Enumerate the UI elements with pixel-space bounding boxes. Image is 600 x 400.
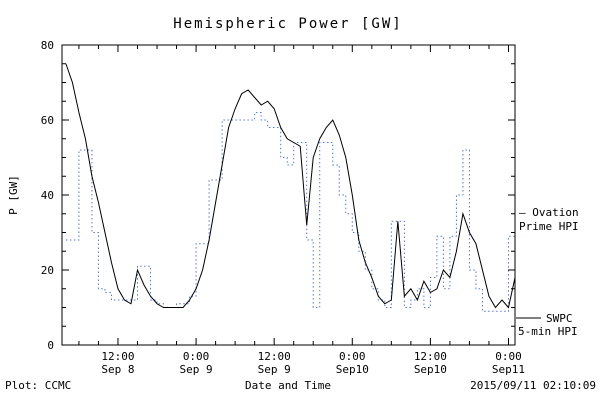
- x-axis-label: Date and Time: [245, 379, 331, 392]
- y-tick-label: 20: [41, 264, 54, 277]
- y-axis-label: P [GW]: [7, 175, 20, 215]
- footer-plot-source: Plot: CCMC: [5, 379, 71, 392]
- chart-title: Hemispheric Power [GW]: [173, 16, 402, 32]
- x-tick-date-label: Sep 9: [258, 363, 291, 376]
- series-lines: [65, 63, 516, 312]
- x-tick-date-label: Sep 8: [101, 363, 134, 376]
- y-tick-label: 80: [41, 39, 54, 52]
- series-line-ovation-prime-hpi: [65, 112, 515, 312]
- x-tick-time-label: 12:00: [414, 350, 447, 363]
- x-tick-date-label: Sep 9: [180, 363, 213, 376]
- y-tick-label: 0: [47, 339, 54, 352]
- y-tick-label: 60: [41, 114, 54, 127]
- x-tick-time-label: 12:00: [101, 350, 134, 363]
- x-tick-date-label: Sep10: [336, 363, 369, 376]
- legend-ovation-line1: – Ovation: [519, 206, 579, 219]
- x-tick-time-label: 0:00: [183, 350, 210, 363]
- x-tick-date-label: Sep10: [414, 363, 447, 376]
- footer-timestamp: 2015/09/11 02:10:09: [470, 379, 596, 392]
- axis-ticks: [62, 44, 515, 346]
- legend-swpc-line1: SWPC: [546, 312, 573, 325]
- y-tick-label: 40: [41, 189, 54, 202]
- legend-swpc-line2: 5-min HPI: [518, 325, 578, 338]
- x-tick-time-label: 0:00: [495, 350, 522, 363]
- x-tick-time-label: 12:00: [258, 350, 291, 363]
- series-line-swpc-5-min-hpi: [65, 63, 516, 309]
- x-tick-time-label: 0:00: [339, 350, 366, 363]
- legend-ovation-line2: Prime HPI: [519, 220, 579, 233]
- x-tick-date-label: Sep11: [492, 363, 525, 376]
